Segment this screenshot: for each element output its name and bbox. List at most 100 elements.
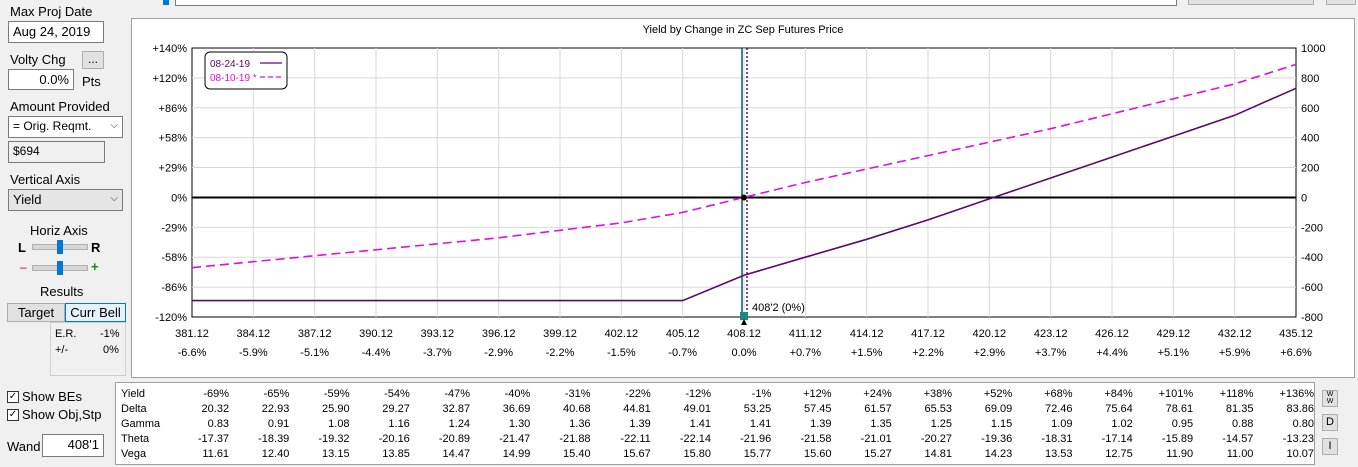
greeks-cell: 1.41 bbox=[749, 417, 772, 430]
x-tick-label: 393.12 bbox=[421, 328, 455, 340]
chevron-down-icon: ⌵ bbox=[110, 193, 118, 204]
zoom-slider-thumb[interactable] bbox=[57, 261, 63, 275]
greeks-row-label: Delta bbox=[121, 402, 147, 415]
top-button-fragment-2[interactable] bbox=[1326, 0, 1356, 5]
show-bes-checkbox[interactable]: ✓ bbox=[7, 391, 19, 403]
max-proj-date-input[interactable]: Aug 24, 2019 bbox=[8, 21, 104, 43]
x-pct-tick-label: -0.7% bbox=[668, 347, 697, 359]
greeks-cell: 0.83 bbox=[207, 417, 230, 430]
y-right-tick-label: 600 bbox=[1301, 103, 1319, 115]
chart-title: Yield by Change in ZC Sep Futures Price bbox=[643, 24, 844, 36]
x-pct-tick-label: -5.9% bbox=[239, 347, 268, 359]
x-pct-tick-label: -1.5% bbox=[607, 347, 636, 359]
greeks-cell: +68% bbox=[1044, 387, 1073, 400]
horiz-l-label: L bbox=[18, 240, 26, 255]
greeks-cell: -31% bbox=[564, 387, 591, 400]
y-right-tick-label: -400 bbox=[1301, 252, 1323, 264]
x-pct-tick-label: +5.1% bbox=[1158, 347, 1190, 359]
greeks-cell: +84% bbox=[1104, 387, 1133, 400]
ww-button[interactable]: W W bbox=[1322, 390, 1338, 407]
greeks-cell: -18.31 bbox=[1041, 432, 1073, 445]
vertical-axis-label: Vertical Axis bbox=[10, 172, 81, 187]
greeks-cell: 69.09 bbox=[984, 402, 1013, 415]
y-right-tick-label: 800 bbox=[1301, 73, 1319, 85]
top-input-fragment[interactable] bbox=[175, 0, 1177, 6]
horiz-r-label: R bbox=[91, 240, 101, 255]
d-button[interactable]: D bbox=[1322, 414, 1338, 431]
legend-box bbox=[204, 51, 288, 90]
greeks-cell: 12.40 bbox=[261, 447, 290, 460]
y-left-tick-label: +29% bbox=[159, 163, 188, 175]
curr-bell-button[interactable]: Curr Bell bbox=[65, 303, 126, 322]
greeks-row-label: Vega bbox=[121, 447, 147, 460]
top-scroll-thumb[interactable] bbox=[163, 0, 169, 5]
greeks-cell: 1.39 bbox=[629, 417, 651, 430]
greeks-cell: -14.57 bbox=[1222, 432, 1254, 445]
vertical-axis-select[interactable]: Yield ⌵ bbox=[8, 189, 123, 211]
y-right-tick-label: -200 bbox=[1301, 222, 1323, 234]
x-tick-label: 411.12 bbox=[789, 328, 822, 340]
greeks-cell: 61.57 bbox=[864, 402, 892, 415]
i-button[interactable]: I bbox=[1322, 438, 1338, 455]
x-tick-label: 408.12 bbox=[727, 328, 761, 340]
greeks-cell: 75.64 bbox=[1105, 402, 1133, 415]
greeks-cell: 13.53 bbox=[1045, 447, 1073, 460]
x-tick-label: 417.12 bbox=[911, 328, 945, 340]
legend-label: 08-10-19 * bbox=[210, 73, 257, 84]
target-button[interactable]: Target bbox=[7, 303, 65, 322]
greeks-cell: 1.36 bbox=[569, 417, 591, 430]
wand-input[interactable]: 408'1 bbox=[42, 434, 104, 457]
max-proj-date-label: Max Proj Date bbox=[10, 4, 93, 19]
x-tick-label: 381.12 bbox=[175, 328, 209, 340]
volty-options-button[interactable]: ... bbox=[82, 51, 104, 69]
greeks-cell: -21.47 bbox=[499, 432, 531, 445]
x-pct-tick-label: +1.5% bbox=[851, 347, 883, 359]
greeks-cell: 78.61 bbox=[1165, 402, 1194, 415]
x-pct-tick-label: +0.7% bbox=[790, 347, 822, 359]
y-right-tick-label: 1000 bbox=[1301, 43, 1325, 55]
er-value: -1% bbox=[100, 328, 120, 340]
greeks-cell: 15.60 bbox=[804, 447, 832, 460]
greeks-cell: 12.75 bbox=[1105, 447, 1133, 460]
greeks-cell: -21.01 bbox=[860, 432, 892, 445]
top-button-fragment[interactable] bbox=[1188, 0, 1314, 5]
greeks-cell: 53.25 bbox=[743, 402, 772, 415]
greeks-row-yield: Yield -69% -65% -59% -54% -47% -40% -31% -22% -12… bbox=[118, 386, 1314, 401]
x-tick-label: 405.12 bbox=[666, 328, 700, 340]
greeks-cell: 1.41 bbox=[689, 417, 712, 430]
horiz-lr-slider-thumb[interactable] bbox=[57, 240, 63, 254]
y-left-tick-label: -86% bbox=[161, 282, 187, 294]
amount-provided-value: = Orig. Reqmt. bbox=[13, 119, 92, 133]
wand-label: Wand bbox=[7, 439, 41, 454]
results-label: Results bbox=[40, 284, 84, 299]
x-tick-label: 429.12 bbox=[1157, 328, 1191, 340]
greeks-cell: 22.93 bbox=[261, 402, 290, 415]
amount-provided-select[interactable]: = Orig. Reqmt. ⌵ bbox=[8, 116, 123, 138]
zoom-minus-label: – bbox=[20, 260, 27, 274]
greeks-cell: -17.37 bbox=[197, 432, 230, 445]
greeks-cell: 15.80 bbox=[683, 447, 712, 460]
greeks-row-label: Gamma bbox=[121, 417, 161, 430]
y-left-tick-label: 0% bbox=[171, 192, 187, 204]
legend-label: 08-24-19 bbox=[210, 59, 250, 70]
greeks-cell: -40% bbox=[504, 387, 531, 400]
greeks-cell: -21.58 bbox=[800, 432, 832, 445]
y-left-tick-label: -120% bbox=[155, 312, 187, 324]
greeks-cell: 20.32 bbox=[201, 402, 230, 415]
greeks-cell: -21.88 bbox=[559, 432, 591, 445]
greeks-cell: -21.96 bbox=[740, 432, 772, 445]
greeks-cell: 57.45 bbox=[804, 402, 832, 415]
greeks-cell: 15.67 bbox=[623, 447, 651, 460]
zoom-plus-label: + bbox=[91, 259, 99, 274]
greeks-cell: +52% bbox=[983, 387, 1013, 400]
greeks-cell: 49.01 bbox=[683, 402, 712, 415]
greeks-cell: +12% bbox=[803, 387, 832, 400]
x-tick-label: 402.12 bbox=[605, 328, 639, 340]
greeks-cell: 1.16 bbox=[388, 417, 410, 430]
marker-label: 408'2 (0%) bbox=[752, 302, 805, 314]
volty-chg-input[interactable]: 0.0% bbox=[8, 69, 74, 90]
greeks-cell: 32.87 bbox=[442, 402, 471, 415]
show-obj-checkbox[interactable]: ✓ bbox=[7, 409, 19, 421]
greeks-cell: 1.35 bbox=[870, 417, 892, 430]
y-left-tick-label: +58% bbox=[159, 133, 188, 145]
